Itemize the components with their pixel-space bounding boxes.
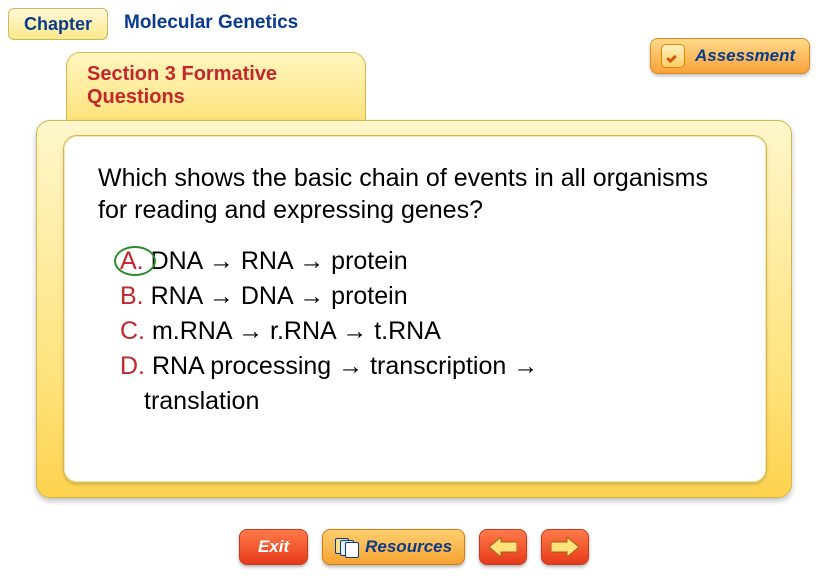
resources-label: Resources <box>365 537 452 557</box>
question-card: Which shows the basic chain of events in… <box>63 135 767 483</box>
exit-label: Exit <box>258 537 289 557</box>
answer-d[interactable]: D. RNA processing → transcription → tran… <box>120 349 732 419</box>
answer-text: m.RNA → r.RNA → t.RNA <box>152 317 441 345</box>
chapter-label: Chapter <box>8 8 108 40</box>
arrow-right-icon <box>551 537 579 557</box>
answer-letter: A. <box>120 247 144 275</box>
section-title-line2: Questions <box>87 86 349 109</box>
next-button[interactable] <box>541 529 589 565</box>
folder-tab: Section 3 Formative Questions <box>66 52 366 122</box>
answer-b[interactable]: B. RNA → DNA → protein <box>120 279 732 314</box>
answer-list: A. DNA → RNA → protein B. RNA → DNA → pr… <box>120 244 732 419</box>
resources-button[interactable]: Resources <box>322 529 465 565</box>
answer-text: DNA → RNA → protein <box>151 247 408 275</box>
answer-c[interactable]: C. m.RNA → r.RNA → t.RNA <box>120 314 732 349</box>
question-text: Which shows the basic chain of events in… <box>98 162 732 226</box>
topic-title: Molecular Genetics <box>124 12 298 34</box>
answer-text: RNA processing → transcription → <box>152 352 538 380</box>
folder-body: Which shows the basic chain of events in… <box>36 120 792 498</box>
answer-text-cont: translation <box>144 384 732 419</box>
exit-button[interactable]: Exit <box>239 529 308 565</box>
answer-letter: C. <box>120 317 145 345</box>
answer-a[interactable]: A. DNA → RNA → protein <box>120 244 732 279</box>
pages-icon <box>335 538 357 556</box>
bottom-bar: Exit Resources <box>0 518 828 576</box>
prev-button[interactable] <box>479 529 527 565</box>
answer-letter: B. <box>120 282 144 310</box>
answer-text: RNA → DNA → protein <box>151 282 408 310</box>
section-title-line1: Section 3 Formative <box>87 63 349 86</box>
answer-letter: D. <box>120 352 145 380</box>
arrow-left-icon <box>489 537 517 557</box>
folder-card: Section 3 Formative Questions Which show… <box>36 52 792 498</box>
